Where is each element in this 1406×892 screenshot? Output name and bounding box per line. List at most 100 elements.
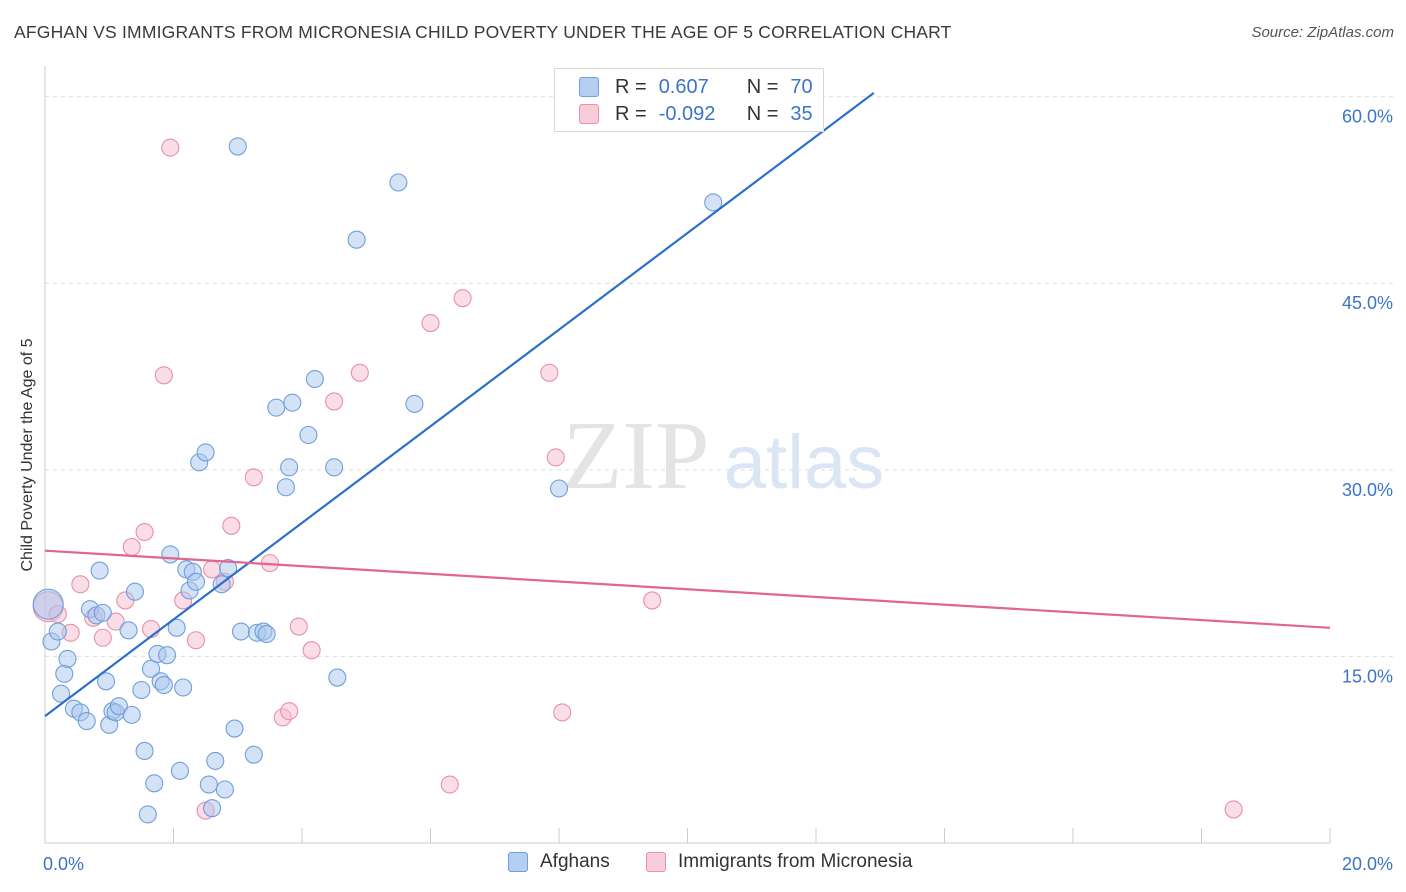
legend-row-micronesia: R = -0.092 N = 35 — [555, 100, 813, 128]
micronesia-point — [421, 313, 440, 333]
axes — [44, 66, 1331, 844]
tick-labels: 15.0% 30.0% 45.0% 60.0% 0.0% 20.0% — [43, 107, 1393, 874]
afghans-point — [154, 675, 173, 695]
y-tick-label: 30.0% — [1342, 480, 1393, 500]
bottom-legend-afghans: Afghans — [508, 851, 610, 873]
afghans-point — [203, 799, 222, 818]
watermark-atlas: atlas — [724, 420, 885, 505]
legend-r-micronesia: -0.092 — [658, 102, 716, 125]
afghans-point — [196, 443, 215, 462]
afghans-point — [389, 173, 408, 192]
afghans-point — [96, 672, 116, 691]
y-tick-label: 45.0% — [1342, 293, 1393, 313]
afghans-point — [328, 668, 347, 687]
afghans-point — [48, 622, 67, 641]
afghans-point — [299, 425, 318, 445]
micronesia-point — [1224, 800, 1243, 819]
legend-row-afghans: R = 0.607 N = 70 — [555, 73, 813, 101]
micronesia-point — [289, 617, 308, 636]
afghans-point — [228, 137, 247, 156]
bottom-legend-swatch-afghans — [508, 852, 528, 872]
x-tick-label-min: 0.0% — [43, 854, 84, 874]
afghans-point — [244, 745, 263, 764]
micronesia-point — [135, 522, 154, 542]
micronesia-point — [280, 702, 299, 721]
afghans-point — [161, 545, 180, 564]
afghans-point — [32, 588, 64, 620]
afghans-point — [109, 697, 128, 716]
watermark: ZIP atlas — [563, 402, 885, 510]
micronesia-point — [186, 631, 206, 650]
afghans-point — [225, 719, 244, 738]
afghans-point — [257, 624, 276, 644]
micronesia-point — [325, 392, 344, 411]
afghans-point — [405, 394, 424, 413]
watermark-zip: ZIP — [563, 402, 710, 510]
stats-legend: R = 0.607 N = 70 R = -0.092 N = 35 — [554, 68, 824, 132]
legend-n-label: N = — [746, 102, 779, 125]
micronesia-point — [553, 703, 572, 722]
afghans-point — [174, 678, 193, 697]
afghans-point — [119, 621, 138, 640]
trend-lines — [44, 92, 1331, 718]
bottom-legend-swatch-micronesia — [646, 852, 666, 872]
afghans-point — [231, 622, 251, 641]
trendline-micronesia — [44, 549, 1331, 629]
afghans-point — [58, 649, 77, 668]
afghans-point — [305, 369, 324, 389]
afghans-point — [158, 646, 177, 665]
afghans-point — [280, 458, 299, 477]
micronesia-point — [643, 591, 662, 610]
micronesia-point — [440, 775, 459, 794]
afghans-point — [141, 659, 161, 678]
afghans-point — [90, 561, 109, 580]
afghans-point — [206, 751, 225, 770]
bottom-legend-micronesia: Immigrants from Micronesia — [646, 851, 912, 873]
afghans-point — [122, 705, 141, 724]
afghans-point — [93, 603, 112, 622]
legend-n-micronesia: 35 — [790, 102, 813, 125]
afghans-point — [283, 393, 302, 412]
micronesia-point — [244, 468, 263, 487]
micronesia-point — [222, 516, 241, 535]
micronesia-point — [93, 628, 112, 647]
legend-r-label: R = — [615, 75, 647, 98]
afghans-point — [199, 775, 218, 794]
afghans-point — [704, 193, 723, 212]
micronesia-point — [154, 366, 173, 385]
grid-lines — [45, 96, 1394, 657]
legend-swatch-micronesia — [579, 104, 599, 124]
afghans-point — [145, 774, 164, 793]
afghans-point — [267, 398, 286, 417]
afghans-point — [170, 761, 189, 780]
afghans-point — [215, 780, 234, 799]
legend-n-afghans: 70 — [790, 75, 813, 98]
trendline-afghans — [44, 92, 875, 718]
micronesia-point — [161, 138, 180, 157]
afghans-point — [549, 479, 569, 498]
micronesia-point — [540, 363, 559, 382]
afghans-point — [325, 458, 344, 477]
micronesia-point — [546, 448, 565, 467]
afghans-point — [77, 712, 96, 731]
legend-r-afghans: 0.607 — [658, 75, 709, 98]
source-label: Source: ZipAtlas.com — [1251, 24, 1394, 41]
afghans-point — [135, 741, 154, 761]
micronesia-point — [203, 560, 222, 579]
micronesia-point — [122, 537, 141, 557]
afghans-point — [138, 805, 157, 824]
micronesia-point — [302, 641, 321, 660]
legend-n-label: N = — [746, 75, 779, 98]
afghans-point — [167, 618, 186, 637]
micronesia-point — [141, 619, 161, 639]
micronesia-point — [350, 363, 369, 382]
chart-title: AFGHAN VS IMMIGRANTS FROM MICRONESIA CHI… — [14, 22, 952, 42]
afghans-point — [186, 572, 206, 591]
afghans-point — [132, 680, 151, 700]
micronesia-point — [71, 575, 90, 594]
afghans-point — [125, 582, 144, 601]
y-tick-label: 60.0% — [1342, 107, 1393, 127]
legend-swatch-afghans — [579, 77, 599, 97]
y-axis-title: Child Poverty Under the Age of 5 — [19, 338, 36, 572]
